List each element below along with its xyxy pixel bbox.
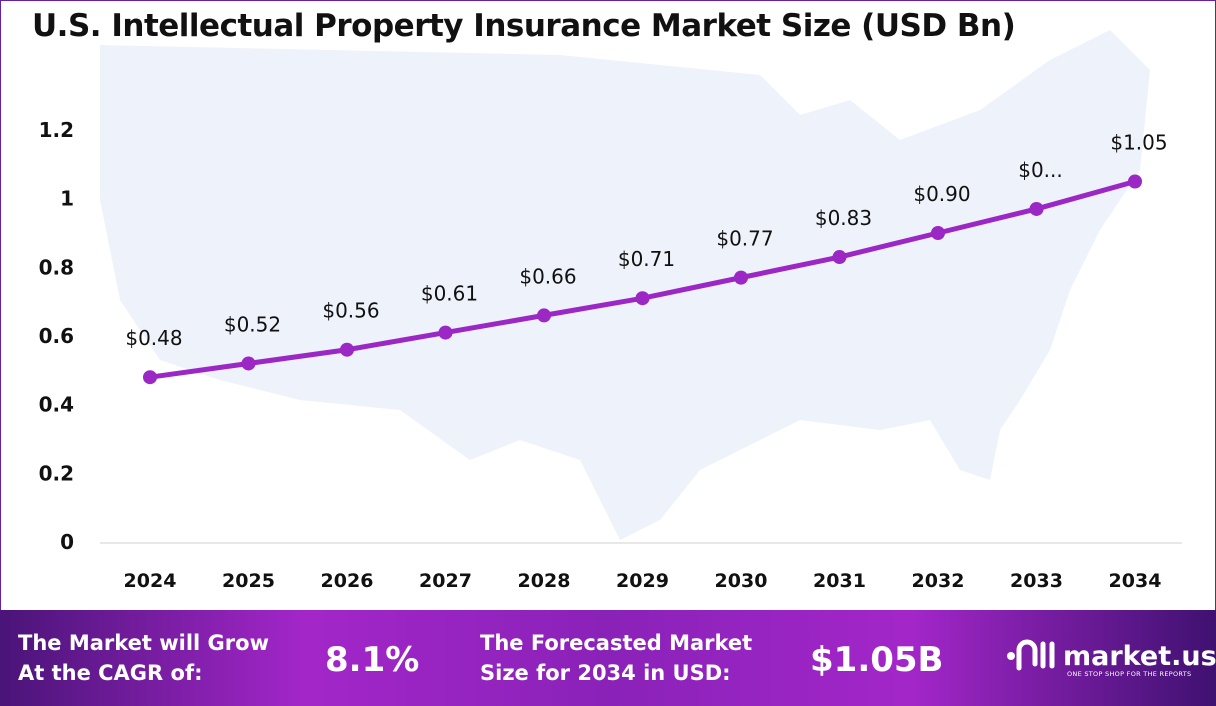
x-tick-label: 2024 [124,570,177,592]
data-label: $0.52 [224,312,281,336]
forecast-label-line1: The Forecasted Market [480,631,753,655]
data-label: $0.56 [322,299,379,323]
x-tick-label: 2028 [518,570,571,592]
x-tick-label: 2033 [1010,570,1063,592]
y-tick-label: 0.4 [39,393,74,417]
data-label: $0.48 [125,326,182,350]
x-tick-label: 2030 [715,570,768,592]
data-point [537,308,551,323]
cagr-value: 8.1% [325,640,420,680]
x-tick-label: 2025 [222,570,275,592]
forecast-label-line2: Size for 2034 in USD: [480,661,731,685]
data-point [340,342,354,357]
cagr-label-line2: At the CAGR of: [18,661,203,685]
cagr-label-line1: The Market will Grow [18,631,269,655]
cagr-label: The Market will Grow At the CAGR of: [18,628,269,688]
data-label: $1.05 [1110,131,1167,155]
y-tick-label: 0 [60,530,74,554]
data-point [734,270,748,285]
logo-tagline: ONE STOP SHOP FOR THE REPORTS [1067,670,1192,678]
x-tick-label: 2026 [321,570,374,592]
forecast-value: $1.05B [810,640,944,680]
y-tick-label: 0.2 [39,461,74,485]
data-label: $0.71 [618,247,675,271]
data-point [832,250,847,265]
x-tick-label: 2034 [1109,570,1162,592]
data-point [1128,174,1142,189]
y-tick-label: 1 [60,187,74,211]
data-label: $0.61 [421,282,478,306]
data-point [635,291,650,306]
chart-title: U.S. Intellectual Property Insurance Mar… [32,8,1016,44]
data-point [1029,201,1044,216]
summary-banner: The Market will Grow At the CAGR of: 8.1… [0,610,1216,706]
y-tick-label: 1.2 [39,118,74,142]
market-us-logo: market.us ONE STOP SHOP FOR THE REPORTS [1005,636,1216,678]
y-tick-label: 0.6 [39,324,74,348]
data-point [931,226,945,240]
line-chart: 0 0.2 0.4 0.6 0.8 1 1.2 2024 2025 2026 2027 2028 20… [39,30,1182,592]
y-tick-label: 0.8 [39,255,74,279]
x-tick-label: 2032 [912,570,965,592]
data-label: $0.77 [716,227,773,251]
x-tick-label: 2027 [419,570,472,592]
data-label: $0.83 [815,206,872,230]
data-label: $0.66 [519,264,576,288]
data-label: $0.90 [913,182,970,206]
logo-icon [1007,639,1055,671]
x-tick-label: 2031 [813,570,866,592]
logo-name: market.us [1063,640,1216,672]
x-tick-label: 2029 [616,570,669,592]
data-label: $0... [1018,158,1063,182]
forecast-label: The Forecasted Market Size for 2034 in U… [480,628,752,688]
data-point [143,370,157,385]
data-point [438,325,453,340]
us-map-silhouette [100,30,1150,540]
data-point [241,356,256,371]
